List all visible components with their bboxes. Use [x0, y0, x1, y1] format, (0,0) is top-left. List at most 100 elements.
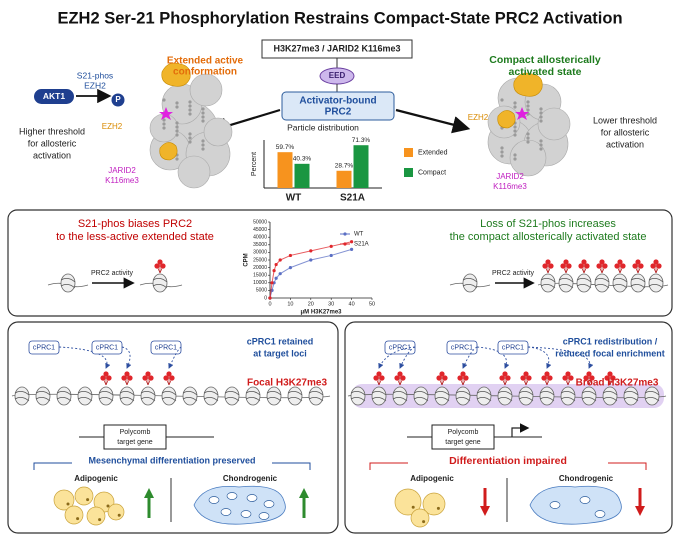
protein-texture: [188, 136, 192, 140]
h3k27me3-mark: [614, 263, 620, 269]
h3k27me3-mark: [400, 375, 406, 381]
h3k27me3-mark: [373, 375, 379, 381]
protein-texture: [526, 100, 530, 104]
nucleosome: [98, 386, 114, 406]
protein-texture: [513, 133, 517, 137]
x-tick-label: WT: [286, 193, 302, 204]
bar: [294, 163, 310, 188]
h3k27me3-mark: [602, 263, 608, 269]
y-tick-label: 30000: [253, 250, 267, 256]
protein-texture: [539, 115, 543, 119]
protein-texture: [175, 133, 179, 137]
h3k27me3-mark: [568, 375, 574, 381]
cprc1-label: cPRC1: [33, 344, 55, 351]
dna-wrap: [14, 391, 30, 402]
data-point: [272, 269, 276, 273]
h3k27me3-mark: [436, 375, 442, 381]
x-tick-label: S21A: [340, 193, 365, 204]
y-tick-label: 40000: [253, 235, 267, 241]
dna-wrap: [161, 391, 177, 402]
akt1-pill: [34, 89, 74, 104]
recruitment-arrow: [476, 346, 510, 369]
protein-texture: [539, 119, 543, 123]
protein-texture: [188, 132, 192, 136]
jarid2-label: JARID2: [496, 172, 524, 181]
middle-panel: [7, 209, 673, 317]
h3k27me3-mark: [442, 375, 448, 381]
jarid2-label: JARID2: [108, 166, 136, 175]
h3k27me3-mark: [589, 375, 595, 381]
legend-label: Compact: [418, 169, 446, 176]
protein-texture: [175, 157, 179, 161]
recruitment-arrow: [378, 346, 416, 369]
nucleosome: [612, 273, 628, 293]
dna-wrap: [623, 391, 639, 402]
protein-density: [509, 139, 547, 177]
h3k27me3-mark: [650, 263, 656, 269]
dna-wrap: [371, 391, 387, 402]
data-point: [288, 266, 292, 270]
h3k27me3-mark: [397, 371, 403, 377]
h3k27me3-mark: [439, 371, 445, 377]
dna-wrap: [350, 391, 366, 402]
nucleosome: [56, 386, 72, 406]
protein-texture: [175, 101, 179, 105]
nucleosome: [476, 386, 492, 406]
nucleosome: [644, 386, 660, 406]
protein-texture: [201, 119, 205, 123]
h3k27me3-mark: [610, 375, 616, 381]
cprc1-box: [91, 340, 123, 355]
dna-wrap: [182, 391, 198, 402]
ezh2-density: [161, 62, 191, 87]
dna-wrap: [413, 391, 429, 402]
nucleosome: [434, 386, 450, 406]
h3k27me3-mark: [502, 371, 508, 377]
h3k27me3-mark: [541, 375, 547, 381]
dna-wrap: [630, 278, 646, 289]
nucleosome: [497, 386, 513, 406]
h3k27me3-mark: [163, 375, 169, 381]
h3k27me3-mark: [547, 375, 553, 381]
protein-texture: [162, 122, 166, 126]
dna-wrap: [560, 391, 576, 402]
dna-wrap: [644, 391, 660, 402]
tss-arrow: [511, 423, 530, 437]
protein-texture: [500, 150, 504, 154]
finding-label: S21-phos biases PRC2: [78, 218, 192, 230]
protein-texture: [188, 140, 192, 144]
outcome-label: Mesenchymal differentiation preserved: [88, 455, 255, 465]
gene-label: target gene: [117, 439, 153, 446]
lipid-droplet: [86, 498, 90, 502]
cprc1-label: cPRC1: [96, 344, 118, 351]
data-point: [288, 253, 292, 258]
h3k27me3-mark: [520, 375, 526, 381]
h3k27me3-mark: [169, 375, 175, 381]
h3k27me3-mark: [127, 375, 133, 381]
protein-texture: [526, 132, 530, 136]
dna-wrap: [152, 278, 168, 289]
s21-phos-label: S21-phos: [77, 70, 113, 80]
h3k27me3-mark: [604, 375, 610, 381]
ezh2-density: [513, 72, 543, 97]
finding-label: Loss of S21-phos increases: [480, 218, 616, 230]
nucleosome: [35, 386, 51, 406]
lineage-label: Chondrogenic: [559, 474, 614, 483]
cprc1-state-label: reduced focal enrichment: [555, 348, 665, 358]
nucleosome: [140, 386, 156, 406]
protein-density: [189, 73, 223, 107]
h3k27me3-mark: [100, 375, 106, 381]
data-point: [329, 253, 333, 258]
outcome-bg: [408, 455, 608, 467]
nucleosome: [540, 273, 556, 293]
chondrocyte: [263, 500, 275, 508]
h3k27me3-mark: [457, 375, 463, 381]
nucleosome: [630, 273, 646, 293]
gene-label: Polycomb: [120, 429, 151, 436]
x-axis-label: μM H3K27me3: [300, 310, 342, 316]
nucleosome: [558, 273, 574, 293]
cprc1-label: cPRC1: [155, 344, 177, 351]
h3k27me3-mark: [545, 259, 551, 265]
dna-wrap: [558, 278, 574, 289]
cprc1-box: [497, 340, 529, 355]
gene-label: Polycomb: [448, 429, 479, 436]
